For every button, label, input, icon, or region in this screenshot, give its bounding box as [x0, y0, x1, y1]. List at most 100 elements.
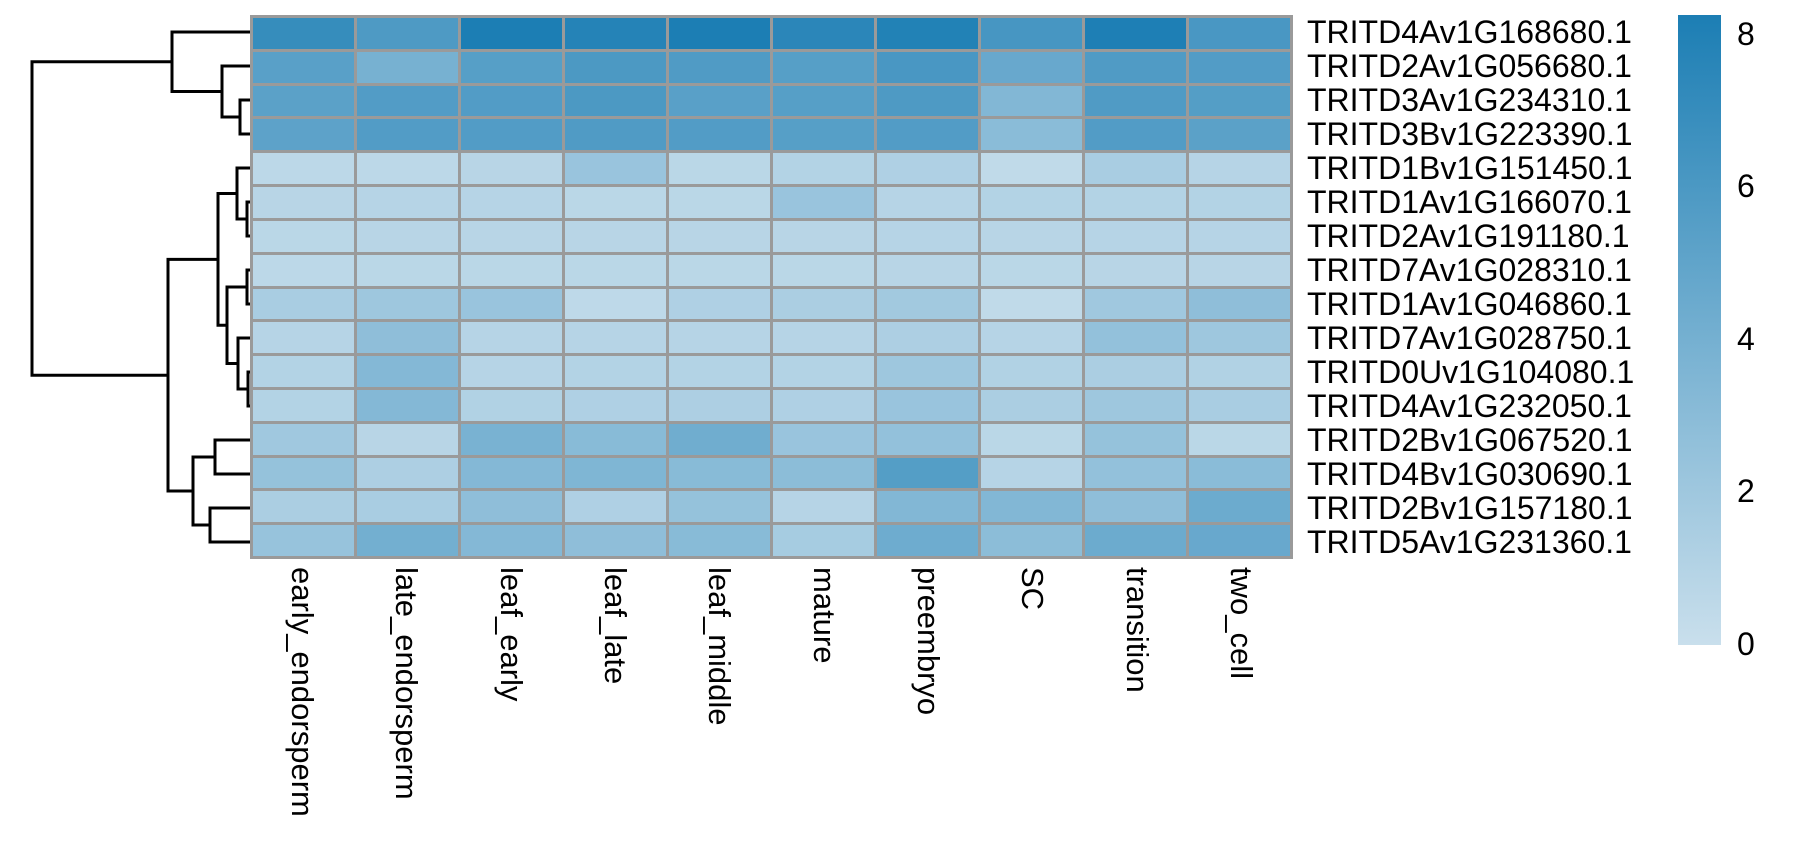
- heatmap-cell: [357, 153, 458, 185]
- heatmap-cell: [773, 525, 874, 556]
- heatmap-cell: [1085, 525, 1186, 556]
- heatmap-cell: [981, 187, 1082, 218]
- row-label: TRITD4Bv1G030690.1: [1307, 456, 1633, 492]
- heatmap-cell: [253, 288, 354, 320]
- heatmap-cell: [1085, 423, 1186, 455]
- heatmap-cell: [773, 18, 874, 49]
- heatmap-cell: [877, 389, 978, 421]
- column-label: SC: [1015, 567, 1051, 611]
- heatmap-cell: [669, 187, 770, 218]
- heatmap-cell: [357, 423, 458, 455]
- heatmap-cell: [1189, 457, 1290, 489]
- heatmap-cell: [877, 51, 978, 83]
- heatmap-cell: [1189, 119, 1290, 151]
- heatmap-cell: [1189, 525, 1290, 556]
- heatmap-cell: [253, 491, 354, 523]
- heatmap-cell: [669, 288, 770, 320]
- row-label: TRITD1Bv1G151450.1: [1307, 150, 1633, 186]
- heatmap-cell: [877, 491, 978, 523]
- heatmap-cell: [981, 254, 1082, 286]
- row-label: TRITD1Av1G166070.1: [1307, 184, 1632, 220]
- heatmap-cell: [1085, 254, 1186, 286]
- column-label: two_cell: [1223, 567, 1259, 679]
- heatmap-cell: [1189, 18, 1290, 49]
- heatmap-cell: [253, 119, 354, 151]
- heatmap-cell: [565, 51, 666, 83]
- heatmap-cell: [1085, 457, 1186, 489]
- colorbar-tick-label: 8: [1737, 15, 1755, 52]
- colorbar-tick-label: 4: [1737, 320, 1755, 357]
- heatmap-cell: [357, 389, 458, 421]
- colorbar-tick-label: 0: [1737, 626, 1755, 662]
- heatmap-cell: [1189, 356, 1290, 387]
- heatmap-cell: [669, 491, 770, 523]
- heatmap-cell: [357, 85, 458, 117]
- heatmap-cell: [877, 457, 978, 489]
- heatmap-cell: [565, 525, 666, 556]
- heatmap-cell: [877, 119, 978, 151]
- heatmap-cell: [981, 423, 1082, 455]
- heatmap-cell: [1085, 220, 1186, 252]
- heatmap-cell: [461, 389, 562, 421]
- heatmap-cell: [357, 254, 458, 286]
- heatmap-cell: [669, 51, 770, 83]
- heatmap-cell: [773, 389, 874, 421]
- heatmap-cell: [981, 356, 1082, 387]
- heatmap-cell: [773, 457, 874, 489]
- row-label: TRITD7Av1G028310.1: [1307, 252, 1632, 288]
- heatmap-cell: [877, 356, 978, 387]
- heatmap-cell: [461, 254, 562, 286]
- row-label: TRITD2Av1G191180.1: [1307, 218, 1630, 254]
- heatmap-cell: [461, 457, 562, 489]
- heatmap-cell: [357, 356, 458, 387]
- heatmap-cell: [565, 491, 666, 523]
- heatmap-cell: [253, 423, 354, 455]
- heatmap-cell: [981, 525, 1082, 556]
- heatmap-cell: [981, 51, 1082, 83]
- heatmap-cell: [1085, 491, 1186, 523]
- heatmap-cell: [1085, 18, 1186, 49]
- heatmap-cell: [565, 423, 666, 455]
- row-label: TRITD4Av1G232050.1: [1307, 388, 1632, 424]
- heatmap-cell: [1085, 389, 1186, 421]
- heatmap-cell: [773, 288, 874, 320]
- heatmap-cell: [357, 525, 458, 556]
- row-label: TRITD2Av1G056680.1: [1307, 48, 1632, 84]
- heatmap-cell: [253, 322, 354, 354]
- heatmap-cell: [669, 389, 770, 421]
- heatmap-cell: [253, 18, 354, 49]
- heatmap-cell: [565, 187, 666, 218]
- heatmap-cell: [773, 491, 874, 523]
- heatmap-cell: [773, 356, 874, 387]
- heatmap-cell: [981, 288, 1082, 320]
- heatmap-cell: [877, 254, 978, 286]
- heatmap-cell: [565, 356, 666, 387]
- heatmap-cell: [669, 220, 770, 252]
- heatmap-cell: [253, 389, 354, 421]
- heatmap-cell: [461, 491, 562, 523]
- heatmap-cell: [253, 51, 354, 83]
- column-label: leaf_early: [493, 567, 529, 702]
- heatmap-cell: [773, 423, 874, 455]
- heatmap-cell: [877, 322, 978, 354]
- heatmap-cell: [461, 187, 562, 218]
- heatmap-cell: [1085, 288, 1186, 320]
- heatmap-cell: [1189, 220, 1290, 252]
- heatmap-cell: [669, 457, 770, 489]
- row-label: TRITD2Bv1G157180.1: [1307, 490, 1633, 526]
- heatmap-cell: [877, 525, 978, 556]
- heatmap-cell: [357, 322, 458, 354]
- heatmap-cell: [1189, 389, 1290, 421]
- heatmap-cell: [669, 18, 770, 49]
- heatmap-cell: [981, 220, 1082, 252]
- heatmap-cell: [1085, 322, 1186, 354]
- row-label: TRITD3Bv1G223390.1: [1307, 116, 1633, 152]
- row-label: TRITD7Av1G028750.1: [1307, 320, 1632, 356]
- heatmap-cell: [669, 322, 770, 354]
- heatmap-cell: [1189, 187, 1290, 218]
- colorbar: [1678, 15, 1721, 645]
- heatmap-cell: [565, 254, 666, 286]
- heatmap-cell: [669, 119, 770, 151]
- heatmap-cell: [461, 51, 562, 83]
- row-label: TRITD1Av1G046860.1: [1307, 286, 1632, 322]
